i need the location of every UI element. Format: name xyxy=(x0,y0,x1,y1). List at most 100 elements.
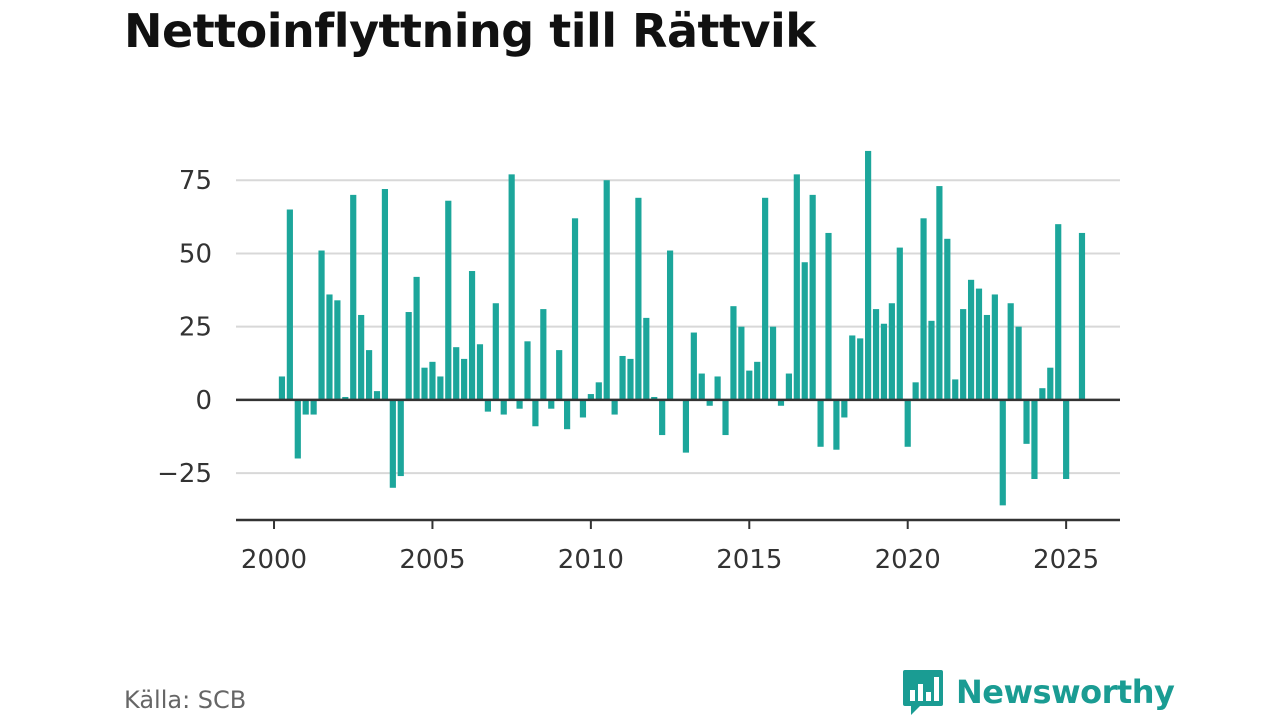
bar xyxy=(405,312,412,400)
bar xyxy=(698,373,705,400)
bar xyxy=(445,200,452,400)
bar xyxy=(682,399,690,453)
y-tick-label: 50 xyxy=(179,239,212,269)
bar xyxy=(508,174,515,400)
bar xyxy=(643,317,650,400)
bar xyxy=(944,238,951,400)
bar xyxy=(722,399,729,436)
bar xyxy=(373,391,381,400)
chart-title: Nettoinflyttning till Rättvik xyxy=(124,4,816,58)
bar xyxy=(920,218,927,400)
bar xyxy=(793,174,800,400)
bar xyxy=(872,309,880,400)
bar xyxy=(1023,399,1030,444)
bar xyxy=(1055,224,1062,400)
bar xyxy=(524,341,531,400)
bar xyxy=(627,358,634,400)
y-tick-label: −25 xyxy=(157,459,212,489)
bar xyxy=(516,399,523,409)
bar xyxy=(1015,326,1022,400)
bar xyxy=(746,370,753,400)
bar xyxy=(801,262,808,400)
bar xyxy=(564,399,571,430)
bar xyxy=(928,320,935,400)
bar xyxy=(754,361,761,400)
bar xyxy=(1031,399,1038,479)
bar xyxy=(453,347,460,400)
bar xyxy=(952,379,959,400)
bar xyxy=(785,373,792,400)
bar xyxy=(389,399,396,488)
bar xyxy=(888,303,895,400)
bar xyxy=(983,314,991,400)
bar xyxy=(579,399,587,418)
bar xyxy=(429,361,436,400)
bar xyxy=(461,358,468,400)
y-tick-label: 25 xyxy=(179,313,212,343)
bar xyxy=(967,279,975,400)
x-tick-label: 2000 xyxy=(241,545,307,575)
bar xyxy=(1007,303,1014,400)
bar xyxy=(318,250,325,400)
bar xyxy=(659,399,666,436)
bar xyxy=(777,399,785,406)
bar xyxy=(413,276,420,400)
bar xyxy=(342,396,349,400)
bar xyxy=(278,376,286,400)
x-tick-label: 2010 xyxy=(558,545,624,575)
bar xyxy=(975,288,983,400)
bar xyxy=(857,338,864,400)
bar xyxy=(865,150,872,400)
bar xyxy=(334,300,341,400)
x-tick-label: 2025 xyxy=(1033,545,1099,575)
bar xyxy=(540,309,547,400)
bar xyxy=(571,218,579,400)
bar xyxy=(904,399,911,447)
bar xyxy=(358,314,365,400)
bar xyxy=(310,399,317,415)
bar xyxy=(492,303,499,400)
x-tick-label: 2020 xyxy=(875,545,941,575)
bar xyxy=(1047,367,1054,400)
bars xyxy=(278,150,1086,506)
bar xyxy=(825,232,832,400)
bar xyxy=(960,309,967,400)
bar xyxy=(714,376,721,400)
bar xyxy=(381,189,389,400)
bar-chart-speech-bubble-icon xyxy=(903,670,943,715)
bar xyxy=(1039,388,1046,400)
bar xyxy=(350,194,357,400)
bar xyxy=(999,399,1006,506)
bar xyxy=(548,399,555,409)
bar xyxy=(611,399,618,415)
bar xyxy=(762,197,769,400)
bar xyxy=(809,194,816,400)
source-note: Källa: SCB xyxy=(124,686,247,714)
x-tick-label: 2005 xyxy=(399,545,465,575)
bar xyxy=(595,382,602,400)
bar xyxy=(294,399,301,459)
bar xyxy=(936,186,943,400)
bar xyxy=(556,350,563,400)
x-tick-label: 2015 xyxy=(716,545,782,575)
logo-wordmark: Newsworthy xyxy=(956,673,1175,711)
bar xyxy=(500,399,507,415)
bar xyxy=(769,326,777,400)
bar-chart: −25 0 25 50 75 2000 2005 2010 2015 2020 2025 xyxy=(157,150,1120,575)
x-axis-labels: 2000 2005 2010 2015 2020 2025 xyxy=(241,520,1099,575)
bar xyxy=(635,197,642,400)
bar xyxy=(587,394,594,400)
bar xyxy=(817,399,824,447)
bar xyxy=(841,399,848,418)
bar xyxy=(651,396,658,400)
bar xyxy=(421,367,428,400)
bar xyxy=(302,399,309,415)
y-tick-label: 0 xyxy=(195,386,212,416)
bar xyxy=(849,335,856,400)
bar xyxy=(397,399,404,477)
bar xyxy=(286,209,293,400)
bar xyxy=(690,332,697,400)
bar xyxy=(730,306,737,400)
newsworthy-logo: Newsworthy xyxy=(902,670,1175,715)
bar xyxy=(603,180,610,400)
